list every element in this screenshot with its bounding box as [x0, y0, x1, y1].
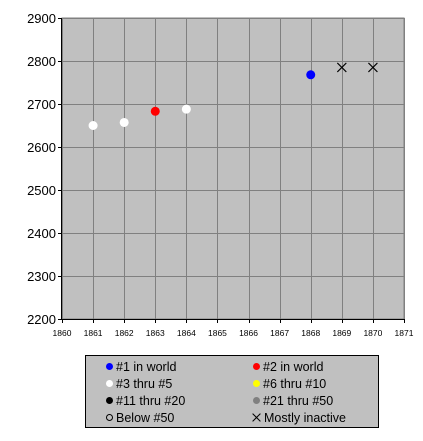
legend-item: #11 thru #20	[105, 392, 185, 409]
data-point	[181, 104, 191, 114]
x-tick-label: 1860	[53, 328, 72, 338]
legend-marker	[106, 363, 113, 370]
x-tick-label: 1865	[208, 328, 227, 338]
legend-marker	[106, 397, 113, 404]
data-point-cross	[368, 62, 378, 73]
y-tick-label: 2500	[27, 183, 56, 198]
x-tick-label: 1870	[363, 328, 382, 338]
data-point-cross	[336, 62, 347, 73]
legend-marker	[252, 413, 261, 422]
legend-item: #2 in world	[252, 358, 323, 375]
y-tick-label: 2700	[27, 97, 56, 112]
y-tick-label: 2200	[27, 312, 56, 327]
data-point	[88, 121, 98, 130]
y-tick-label: 2400	[27, 226, 56, 241]
legend-item: #6 thru #10	[252, 375, 326, 392]
x-tick-label: 1864	[177, 328, 196, 338]
legend-item: #21 thru #50	[252, 392, 333, 409]
legend-item: Below #50	[105, 409, 174, 426]
data-points	[88, 62, 378, 130]
legend-label: #1 in world	[116, 359, 177, 374]
legend-item: #1 in world	[105, 358, 176, 375]
legend: #1 in world #2 in world #3 thru #5 #6 thru …	[85, 355, 379, 428]
legend-marker	[253, 380, 260, 387]
x-axis-ticks: 1860 1861 1862 1863 1864 1865 1866 1867 1868 1869…	[53, 319, 414, 338]
y-tick-label: 2600	[27, 140, 56, 155]
legend-label: #11 thru #20	[116, 393, 186, 408]
x-tick-label: 1867	[270, 328, 289, 338]
legend-label: #2 in world	[263, 359, 324, 374]
data-point	[150, 106, 160, 116]
legend-item: #3 thru #5	[105, 375, 172, 392]
legend-item: Mostly inactive	[252, 409, 346, 426]
x-tick-label: 1868	[301, 328, 320, 338]
x-tick-label: 1861	[84, 328, 103, 338]
y-tick-label: 2900	[27, 11, 56, 26]
legend-marker	[253, 363, 260, 370]
legend-marker	[106, 414, 113, 421]
legend-marker	[106, 380, 113, 387]
legend-label: Mostly inactive	[264, 410, 346, 425]
x-tick-label: 1869	[332, 328, 351, 338]
x-tick-label: 1863	[146, 328, 165, 338]
x-tick-label: 1866	[239, 328, 258, 338]
legend-label: #3 thru #5	[116, 376, 173, 391]
legend-marker	[253, 397, 260, 404]
legend-label: Below #50	[116, 410, 175, 425]
x-tick-label: 1871	[395, 328, 414, 338]
x-tick-label: 1862	[115, 328, 134, 338]
y-axis-ticks: 2200 2300 2400 2500 2600 2700 2800 2900	[27, 11, 62, 327]
data-point	[119, 117, 129, 127]
grid-lines	[61, 18, 405, 320]
y-tick-label: 2300	[27, 269, 56, 284]
plot-area	[61, 17, 405, 320]
data-point	[306, 70, 316, 80]
legend-label: #21 thru #50	[263, 393, 334, 408]
legend-label: #6 thru #10	[263, 376, 327, 391]
y-tick-label: 2800	[27, 54, 56, 69]
